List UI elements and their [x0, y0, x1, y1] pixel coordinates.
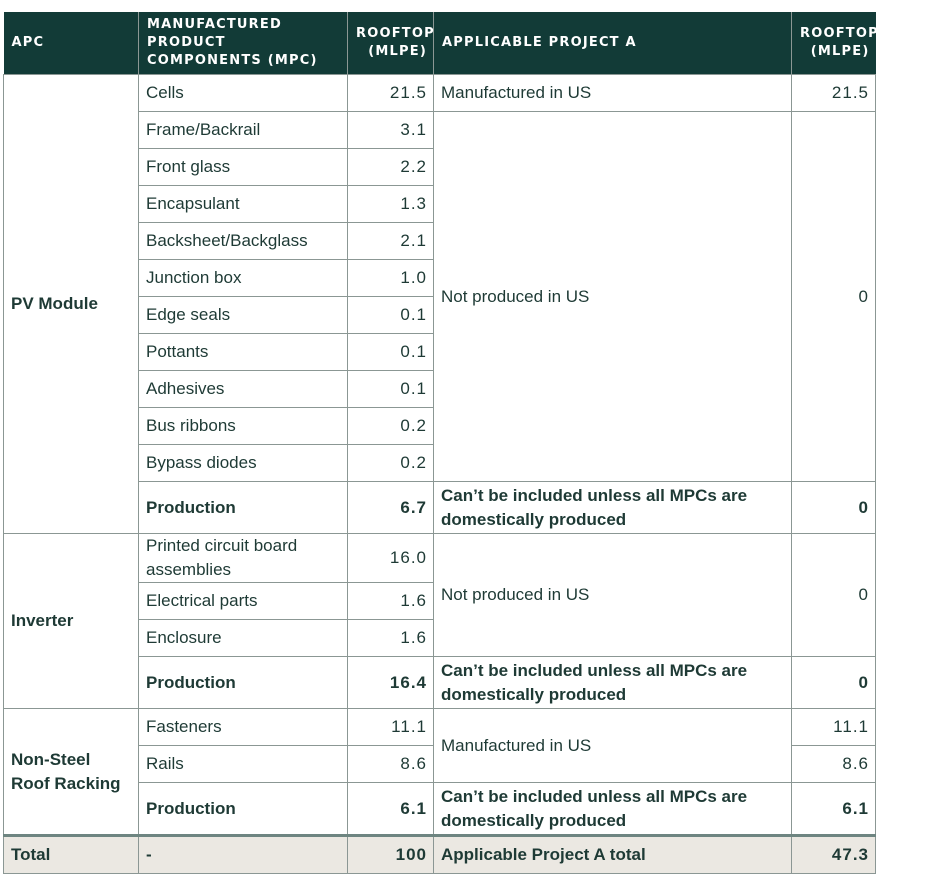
table-row: Bus ribbons 0.2 [4, 407, 876, 445]
production-label: Production [138, 656, 348, 709]
project-value: 8.6 [791, 745, 876, 783]
table-row: Enclosure 1.6 [4, 619, 876, 657]
production-project-value: 0 [791, 481, 876, 534]
mpc-value: 3.1 [347, 111, 434, 149]
mpc-value: 1.6 [347, 619, 434, 657]
mpc-name: Edge seals [138, 296, 348, 334]
table-row: Frame/Backrail 3.1 Not produced in US 0 [4, 111, 876, 482]
mpc-name: Backsheet/Backglass [138, 222, 348, 260]
table-row: Edge seals 0.1 [4, 296, 876, 334]
table-row: PV Module Cells 21.5 Manufactured in US … [3, 74, 876, 534]
production-status: Can’t be included unless all MPCs are do… [433, 782, 792, 836]
mpc-name: Frame/Backrail [138, 111, 348, 149]
table-row: Inverter Printed circuit board assemblie… [3, 533, 876, 709]
header-rooftop-project: ROOFTOP (MLPE) [791, 12, 878, 75]
header-project: APPLICABLE PROJECT A [433, 12, 792, 75]
project-value: 0 [791, 533, 876, 657]
mpc-name: Adhesives [138, 370, 348, 408]
production-value: 6.1 [347, 782, 434, 836]
apc-racking: Non-Steel Roof Racking [3, 708, 139, 836]
project-value: 21.5 [791, 74, 876, 112]
mpc-value: 1.3 [347, 185, 434, 223]
production-project-value: 0 [791, 656, 876, 709]
production-row: Production 16.4 Can’t be included unless… [4, 656, 876, 709]
header-mpc: MANUFACTURED PRODUCT COMPONENTS (MPC) [138, 12, 348, 75]
table-row: Non-Steel Roof Racking Fasteners 11.1 Ma… [3, 708, 876, 836]
mpc-value: 8.6 [347, 745, 434, 783]
mpc-value: 0.2 [347, 444, 434, 482]
mpc-name: Front glass [138, 148, 348, 186]
project-status: Manufactured in US [433, 74, 792, 112]
table-row: Front glass 2.2 [4, 148, 876, 186]
mpc-name: Bus ribbons [138, 407, 348, 445]
mpc-name: Rails [138, 745, 348, 783]
mpc-name: Junction box [138, 259, 348, 297]
apc-pv-module: PV Module [3, 74, 139, 534]
mpc-name: Fasteners [138, 708, 348, 746]
header-apc: APC [3, 12, 139, 75]
mpc-name: Encapsulant [138, 185, 348, 223]
total-project-label: Applicable Project A total [433, 834, 792, 874]
mpc-value: 11.1 [347, 708, 434, 746]
project-value: 11.1 [791, 708, 876, 746]
production-value: 6.7 [347, 481, 434, 534]
mpc-name: Pottants [138, 333, 348, 371]
total-value: 100 [347, 834, 434, 874]
table-row: Junction box 1.0 [4, 259, 876, 297]
mpc-name: Cells [138, 74, 348, 112]
total-mpc: - [138, 834, 348, 874]
apc-inverter: Inverter [3, 533, 139, 709]
total-project-value: 47.3 [791, 834, 876, 874]
mpc-name: Enclosure [138, 619, 348, 657]
mpc-value: 2.1 [347, 222, 434, 260]
mpc-value: 16.0 [347, 533, 434, 583]
mpc-name: Electrical parts [138, 582, 348, 620]
mlpe-component-table: APC MANUFACTURED PRODUCT COMPONENTS (MPC… [3, 12, 878, 874]
mpc-value: 0.2 [347, 407, 434, 445]
mpc-value: 1.6 [347, 582, 434, 620]
project-status: Manufactured in US [433, 708, 792, 783]
mpc-value: 0.1 [347, 333, 434, 371]
table-row: Encapsulant 1.3 [4, 185, 876, 223]
production-label: Production [138, 782, 348, 836]
project-status: Not produced in US [433, 533, 792, 657]
mpc-name: Printed circuit board assemblies [138, 533, 348, 583]
production-status: Can’t be included unless all MPCs are do… [433, 656, 792, 709]
table-row: Electrical parts 1.6 [4, 582, 876, 620]
mpc-value: 0.1 [347, 296, 434, 334]
header-row: APC MANUFACTURED PRODUCT COMPONENTS (MPC… [3, 12, 878, 75]
mpc-value: 1.0 [347, 259, 434, 297]
project-value: 0 [791, 111, 876, 482]
production-project-value: 6.1 [791, 782, 876, 836]
total-label: Total [3, 834, 139, 874]
mpc-name: Bypass diodes [138, 444, 348, 482]
project-status: Not produced in US [433, 111, 792, 482]
production-status: Can’t be included unless all MPCs are do… [433, 481, 792, 534]
table-row: Rails 8.6 8.6 [4, 745, 876, 783]
table-row: Adhesives 0.1 [4, 370, 876, 408]
mpc-value: 21.5 [347, 74, 434, 112]
total-row: Total - 100 Applicable Project A total 4… [3, 834, 876, 874]
header-rooftop: ROOFTOP (MLPE) [347, 12, 434, 75]
mpc-value: 0.1 [347, 370, 434, 408]
table-row: Backsheet/Backglass 2.1 [4, 222, 876, 260]
mpc-value: 2.2 [347, 148, 434, 186]
production-value: 16.4 [347, 656, 434, 709]
production-label: Production [138, 481, 348, 534]
